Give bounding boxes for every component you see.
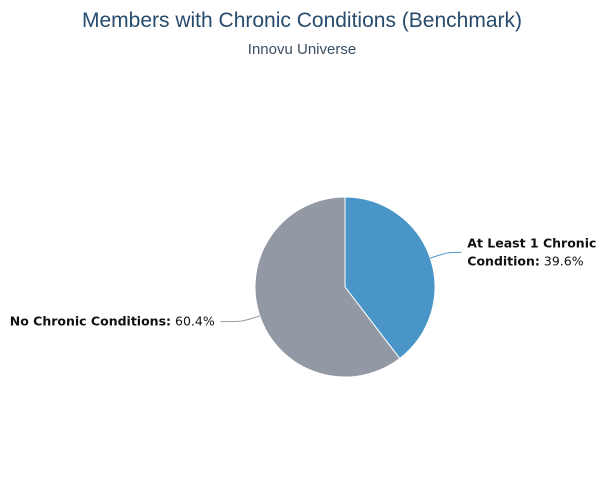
data-label-2: No Chronic Conditions: 60.4% (10, 314, 215, 329)
data-label-name: No Chronic Conditions: (10, 314, 171, 329)
connector-line-2 (220, 315, 260, 323)
chart-title: Members with Chronic Conditions (Benchma… (82, 9, 522, 32)
pie-slice-1[interactable] (344, 196, 436, 359)
pie-data-labels: At Least 1 Chronic Condition: 39.6% No Chr… (10, 235, 597, 328)
pie-slices (254, 196, 436, 378)
chart-subtitle: Innovu Universe (248, 41, 356, 58)
connector-line-1 (430, 251, 462, 259)
data-label-1: At Least 1 Chronic Condition: 39.6% (467, 235, 596, 268)
data-label-value: 39.6% (540, 253, 584, 268)
data-label-value: 60.4% (171, 314, 215, 329)
data-label-name: Condition: (467, 253, 540, 268)
data-label-name: At Least 1 Chronic (467, 235, 596, 250)
